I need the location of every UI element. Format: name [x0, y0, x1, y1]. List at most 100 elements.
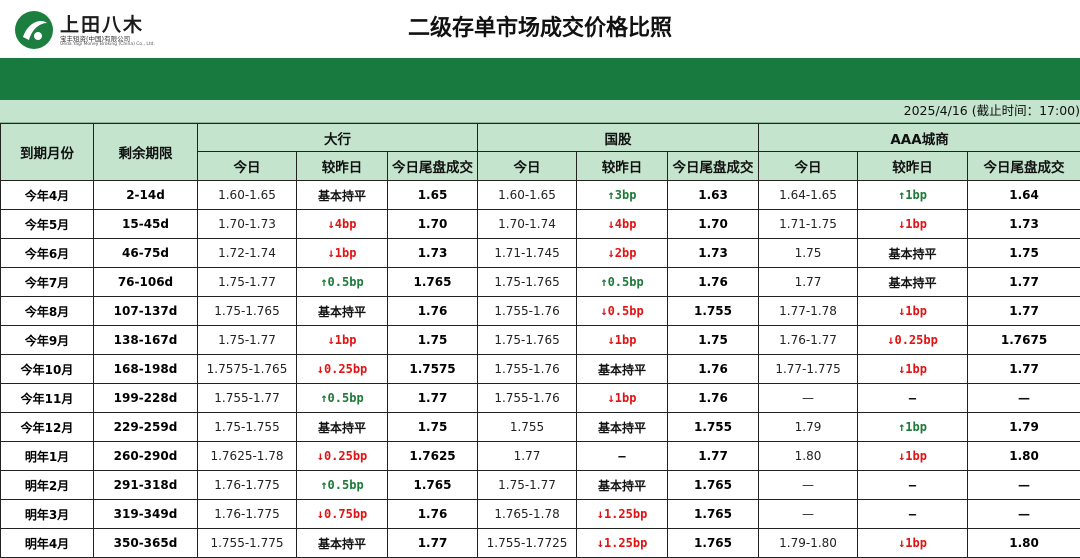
arrow-down-icon: ↓ [608, 246, 615, 260]
today-range-cell: 1.755 [478, 413, 577, 442]
arrow-down-icon: ↓ [317, 507, 324, 521]
change-cell: ↑0.5bp [297, 471, 388, 500]
arrow-up-icon: ↑ [320, 275, 327, 289]
today-range-cell: 1.755-1.775 [198, 529, 297, 558]
green-band [0, 58, 1080, 100]
maturity-month-cell: 今年12月 [1, 413, 94, 442]
remaining-term-cell: 138-167d [94, 326, 198, 355]
change-cell: ↑1bp [858, 413, 968, 442]
maturity-month-cell: 今年5月 [1, 210, 94, 239]
closing-trade-cell: 1.70 [668, 210, 759, 239]
sub-header-today: 今日 [759, 152, 858, 181]
change-cell: ↓0.25bp [858, 326, 968, 355]
maturity-month-cell: 今年7月 [1, 268, 94, 297]
today-range-cell: 1.75-1.755 [198, 413, 297, 442]
change-value: 基本持平 [318, 537, 366, 551]
closing-trade-cell: 1.75 [668, 326, 759, 355]
today-range-cell: 1.765-1.78 [478, 500, 577, 529]
header-group-joint-stock: 国股 [478, 124, 759, 152]
change-value: 基本持平 [889, 247, 937, 261]
change-value: 4bp [335, 217, 357, 231]
change-value: 1bp [905, 449, 927, 463]
change-cell: ↓0.25bp [297, 442, 388, 471]
closing-trade-cell: 1.75 [968, 239, 1080, 268]
closing-trade-cell: 1.755 [668, 297, 759, 326]
today-range-cell: 1.71-1.745 [478, 239, 577, 268]
closing-trade-cell: 1.765 [668, 529, 759, 558]
today-range-cell: 1.75-1.77 [198, 326, 297, 355]
change-cell: ↓1.25bp [577, 500, 668, 529]
today-range-cell: 1.75-1.765 [478, 326, 577, 355]
change-cell: — [858, 471, 968, 500]
closing-trade-cell: 1.77 [388, 529, 478, 558]
change-cell: ↓1bp [577, 384, 668, 413]
change-value: 1bp [905, 362, 927, 376]
closing-trade-cell: 1.76 [668, 355, 759, 384]
arrow-down-icon: ↓ [328, 217, 335, 231]
change-value: 基本持平 [318, 189, 366, 203]
closing-trade-cell: 1.77 [968, 268, 1080, 297]
today-range-cell: 1.72-1.74 [198, 239, 297, 268]
closing-trade-cell: 1.765 [668, 471, 759, 500]
closing-trade-cell: — [968, 384, 1080, 413]
arrow-down-icon: ↓ [898, 536, 905, 550]
change-cell: ↓1bp [858, 297, 968, 326]
date-bar: 2025/4/16 (截止时间：17:00) [0, 100, 1080, 123]
change-cell: 基本持平 [297, 413, 388, 442]
change-value: 1bp [905, 304, 927, 318]
change-cell: 基本持平 [297, 529, 388, 558]
remaining-term-cell: 199-228d [94, 384, 198, 413]
arrow-down-icon: ↓ [328, 333, 335, 347]
closing-trade-cell: 1.77 [968, 355, 1080, 384]
change-value: 1bp [615, 333, 637, 347]
closing-trade-cell: 1.80 [968, 442, 1080, 471]
today-range-cell: 1.75 [759, 239, 858, 268]
change-cell: ↓0.25bp [297, 355, 388, 384]
closing-trade-cell: 1.77 [968, 297, 1080, 326]
today-range-cell: 1.755-1.7725 [478, 529, 577, 558]
closing-trade-cell: 1.73 [668, 239, 759, 268]
today-range-cell: 1.75-1.77 [198, 268, 297, 297]
change-cell: ↓4bp [297, 210, 388, 239]
change-cell: 基本持平 [577, 355, 668, 384]
today-range-cell: 1.755-1.76 [478, 355, 577, 384]
remaining-term-cell: 350-365d [94, 529, 198, 558]
arrow-up-icon: ↑ [320, 391, 327, 405]
change-value: 0.5bp [328, 391, 364, 405]
today-range-cell: 1.7575-1.765 [198, 355, 297, 384]
change-cell: ↓1bp [297, 239, 388, 268]
remaining-term-cell: 291-318d [94, 471, 198, 500]
maturity-month-cell: 今年6月 [1, 239, 94, 268]
arrow-down-icon: ↓ [597, 507, 604, 521]
maturity-month-cell: 明年1月 [1, 442, 94, 471]
closing-trade-cell: 1.65 [388, 181, 478, 210]
change-value: 1bp [335, 333, 357, 347]
today-range-cell: 1.7625-1.78 [198, 442, 297, 471]
today-range-cell: 1.76-1.775 [198, 500, 297, 529]
today-range-cell: 1.79-1.80 [759, 529, 858, 558]
change-cell: ↓1bp [577, 326, 668, 355]
sub-header-today: 今日 [198, 152, 297, 181]
arrow-down-icon: ↓ [600, 304, 607, 318]
arrow-up-icon: ↑ [320, 478, 327, 492]
arrow-down-icon: ↓ [328, 246, 335, 260]
closing-trade-cell: 1.755 [668, 413, 759, 442]
arrow-down-icon: ↓ [317, 362, 324, 376]
today-range-cell: 1.75-1.77 [478, 471, 577, 500]
change-value: 2bp [615, 246, 637, 260]
closing-trade-cell: 1.76 [668, 384, 759, 413]
maturity-month-cell: 今年10月 [1, 355, 94, 384]
date-note: 2025/4/16 (截止时间：17:00) [904, 100, 1080, 122]
change-cell: — [858, 500, 968, 529]
closing-trade-cell: 1.73 [388, 239, 478, 268]
closing-trade-cell: 1.7625 [388, 442, 478, 471]
today-range-cell: 1.755-1.76 [478, 297, 577, 326]
change-value: 基本持平 [598, 479, 646, 493]
change-cell: ↓1bp [858, 210, 968, 239]
sub-header-closing-trade: 今日尾盘成交 [968, 152, 1080, 181]
change-cell: ↓0.5bp [577, 297, 668, 326]
